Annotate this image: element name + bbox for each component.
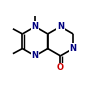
Text: N: N (32, 22, 39, 31)
Text: O: O (57, 63, 64, 72)
Text: N: N (57, 22, 64, 31)
Text: N: N (70, 44, 77, 53)
Text: N: N (32, 51, 39, 60)
